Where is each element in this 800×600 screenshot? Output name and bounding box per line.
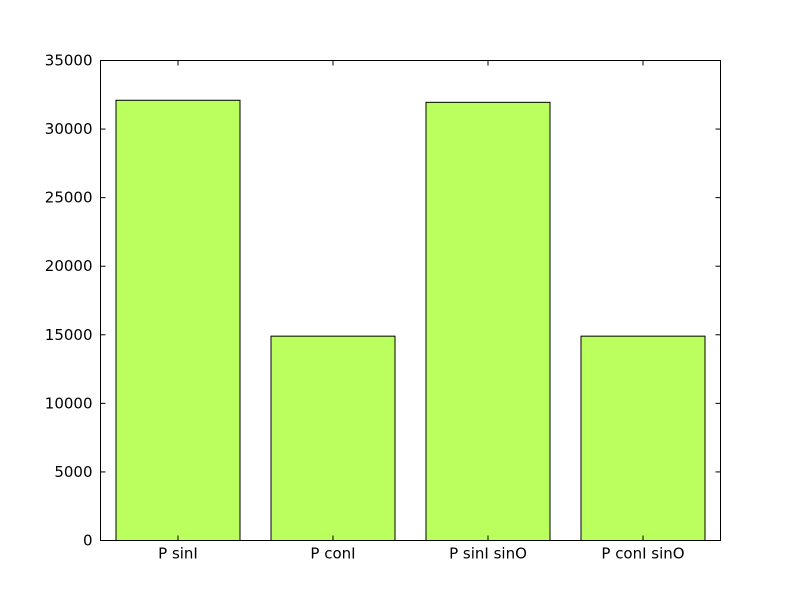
y-tick-label: 15000 [45, 326, 93, 344]
x-axis: P sinI P conI P sinI sinO P conI sinO [158, 60, 685, 563]
bars-group [115, 99, 706, 542]
y-tick-label: 5000 [54, 463, 92, 481]
y-tick-label: 25000 [45, 189, 93, 207]
x-tick-label: P sinI [158, 545, 198, 563]
bar [425, 101, 551, 541]
x-tick-label: P conI sinO [601, 545, 684, 563]
x-tick-label: P conI [310, 545, 355, 563]
y-tick-label: 0 [83, 532, 93, 550]
plot-frame [100, 60, 721, 541]
x-tick-label: P sinI sinO [449, 545, 527, 563]
y-tick-label: 20000 [45, 257, 93, 275]
y-axis: 0 5000 10000 15000 20000 25000 30000 35000 [45, 52, 721, 550]
bar [115, 99, 241, 542]
y-tick-label: 10000 [45, 394, 93, 412]
y-tick-label: 35000 [45, 52, 93, 70]
bar [270, 335, 396, 541]
y-tick-label: 30000 [45, 120, 93, 138]
bar [580, 335, 706, 541]
